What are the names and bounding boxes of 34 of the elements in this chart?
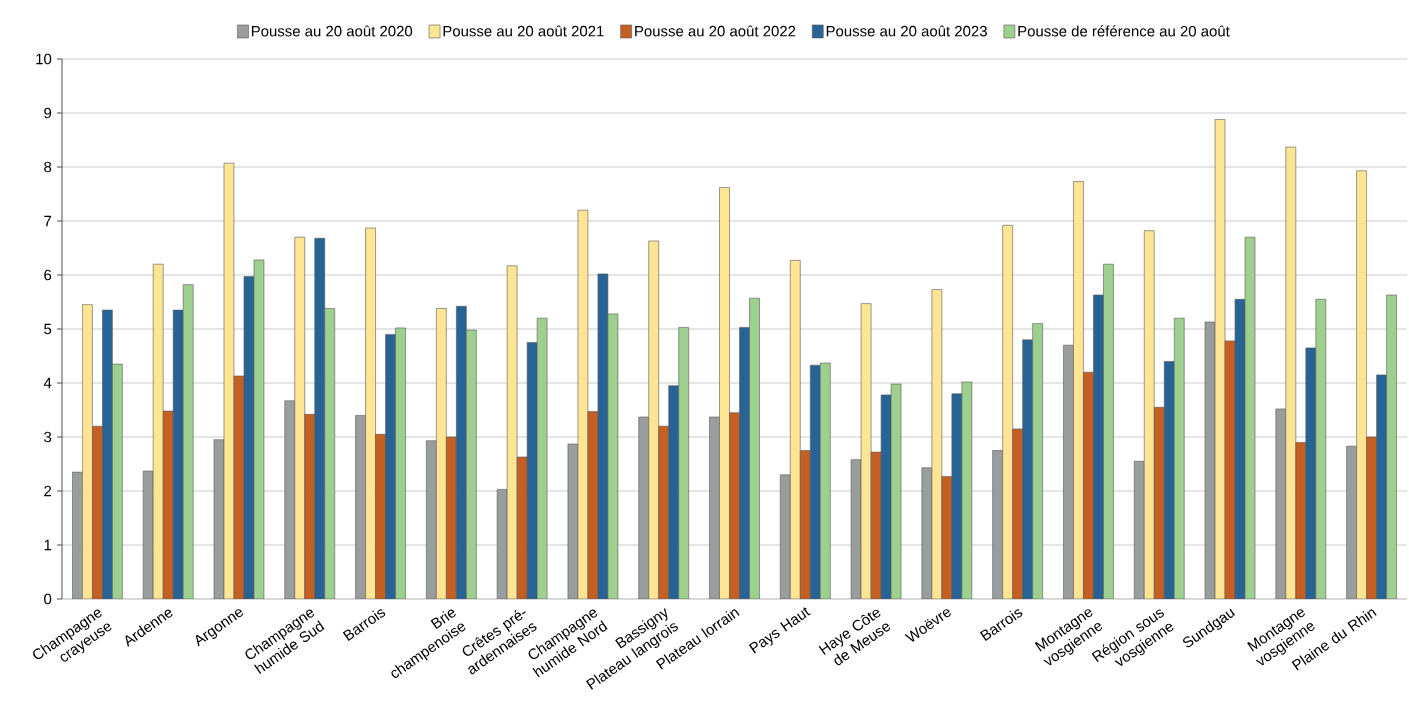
y-tick-label: 6 (44, 269, 52, 281)
x-tick-label: Pays Haut (748, 607, 811, 654)
legend-label: Pousse de référence au 20 août (1018, 25, 1230, 37)
bar (324, 308, 336, 599)
y-tick-label: 4 (43, 377, 52, 389)
y-tick-label: 1 (44, 539, 52, 551)
bar (1002, 225, 1013, 599)
bar (1285, 146, 1297, 599)
bar (1356, 170, 1367, 599)
bar (789, 260, 801, 599)
bar (1143, 230, 1155, 599)
bar (1022, 339, 1033, 599)
y-tick-label: 9 (44, 107, 52, 119)
bar (719, 187, 730, 599)
bar (182, 284, 194, 599)
y-tick-label: 2 (44, 485, 52, 497)
legend-label: Pousse au 20 août 2022 (635, 25, 796, 37)
legend-label: Pousse au 20 août 2020 (251, 25, 413, 37)
bar (436, 308, 447, 599)
legend-label: Pousse au 20 août 2021 (443, 25, 604, 37)
bar (152, 263, 164, 599)
y-tick-label: 10 (36, 53, 52, 65)
bar (1032, 323, 1043, 599)
bar (1103, 263, 1114, 599)
bar (82, 304, 93, 599)
y-tick-label: 7 (44, 215, 52, 227)
bar (1073, 181, 1084, 599)
y-tick-label: 3 (44, 431, 52, 443)
legend-label: Pousse au 20 août 2023 (826, 25, 987, 37)
y-tick-label: 0 (44, 593, 52, 605)
bar (294, 236, 306, 599)
y-tick-label: 5 (44, 323, 52, 335)
bar (314, 237, 326, 599)
y-tick-label: 8 (44, 161, 52, 173)
